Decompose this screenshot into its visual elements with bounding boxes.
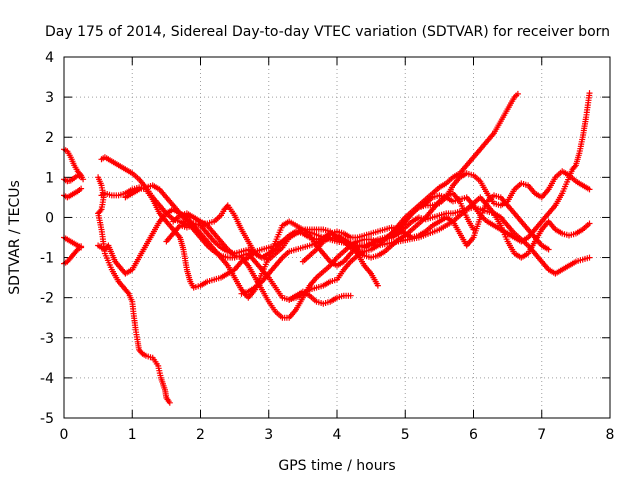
y-tick-label: 1: [45, 170, 54, 186]
y-tick-label: 2: [45, 130, 54, 146]
x-tick-label: 2: [196, 427, 205, 443]
series-trace-14: [286, 288, 354, 307]
series-trace-5: [61, 234, 85, 251]
x-axis-label: GPS time / hours: [278, 458, 395, 474]
x-tick-label: 1: [128, 427, 137, 443]
plot-frame: [63, 56, 611, 419]
data-series: [61, 90, 593, 406]
chart-title: Day 175 of 2014, Sidereal Day-to-day VTE…: [45, 24, 610, 40]
x-tick-label: 6: [469, 427, 478, 443]
y-tick-label: 4: [45, 50, 54, 66]
x-tick-label: 0: [60, 427, 69, 443]
series-markers: [299, 190, 477, 265]
x-tick-label: 8: [606, 427, 615, 443]
series-trace-6: [95, 174, 173, 406]
x-tick-label: 4: [333, 427, 342, 443]
series-markers: [170, 90, 521, 321]
series-trace-9: [98, 184, 381, 291]
y-tick-label: -5: [40, 411, 54, 427]
series-markers: [238, 192, 552, 297]
series-trace-12: [170, 90, 521, 321]
series-trace-15: [299, 190, 477, 265]
x-tick-label: 5: [401, 427, 410, 443]
x-tick-label: 7: [537, 427, 546, 443]
y-tick-labels: -5 -4 -3 -2 -1 0 1 2 3 4: [40, 50, 54, 427]
y-tick-label: -4: [40, 371, 54, 387]
y-tick-label: -1: [40, 251, 54, 267]
x-tick-labels: 0 1 2 3 4 5 6 7 8: [60, 427, 615, 443]
y-tick-label: 0: [45, 210, 54, 226]
x-tick-label: 3: [264, 427, 273, 443]
y-tick-label: -3: [40, 331, 54, 347]
series-markers: [95, 174, 173, 406]
y-axis-label: SDTVAR / TECUs: [7, 180, 23, 295]
y-tick-label: -2: [40, 291, 54, 307]
y-tick-label: 3: [45, 90, 54, 106]
series-trace-13: [238, 192, 552, 297]
series-markers: [286, 288, 354, 307]
